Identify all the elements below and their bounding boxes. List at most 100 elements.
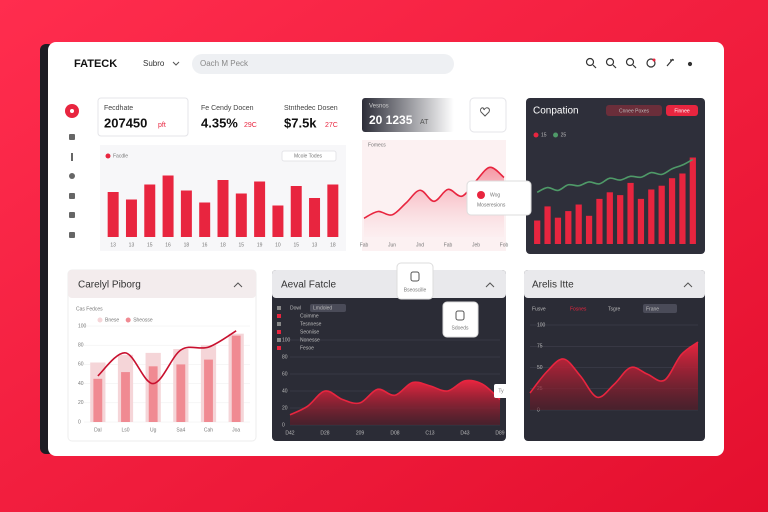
x-tick-label: 16: [165, 242, 171, 248]
x-tick-label: 209: [356, 430, 365, 436]
x-tick-label: 10: [275, 242, 281, 248]
card-icon: [410, 271, 420, 282]
bar: [534, 220, 541, 244]
bar: [668, 178, 676, 244]
menu[interactable]: Subro: [143, 59, 165, 68]
bar: [544, 206, 551, 244]
legend-swatch: [277, 346, 281, 350]
bar: [235, 193, 247, 237]
legend-swatch: [277, 314, 281, 318]
panel-title: Aeval Fatcle: [281, 280, 336, 291]
x-tick-label: Dal: [94, 427, 102, 433]
line: [536, 158, 694, 194]
bar: [290, 186, 302, 237]
tag: [494, 384, 508, 398]
icon-card[interactable]: [469, 97, 507, 133]
bar: [231, 335, 241, 422]
legend-swatch: [277, 306, 281, 310]
x-tick-label: Ls0: [121, 427, 129, 433]
legend-swatch: [277, 322, 281, 326]
button[interactable]: [606, 105, 662, 116]
filter-chip: [281, 150, 337, 162]
card-label: Bseoscille: [404, 287, 427, 293]
panel-title: Carelyl Piborg: [78, 280, 141, 291]
filter-label: Mcole Todes: [294, 153, 322, 159]
x-tick-label: D89: [495, 430, 504, 436]
kpi-value: 20 1235: [369, 113, 413, 127]
heart-icon: [480, 107, 490, 117]
x-tick-label: 15: [239, 242, 245, 248]
button[interactable]: [666, 105, 698, 116]
y-tick-label: 0: [282, 422, 285, 428]
legend-item: Fesoe: [300, 345, 314, 351]
legend-item: Lmdoled: [313, 305, 332, 311]
kpi-label: Stnthedec Dosen: [284, 105, 338, 112]
toolbar-icons[interactable]: [585, 57, 693, 69]
collapse-icon[interactable]: [233, 282, 243, 288]
x-tick-label: Fab: [360, 242, 369, 248]
legend-swatch: [533, 132, 539, 138]
legend-swatch: [553, 132, 559, 138]
tooltip-title: Wog: [490, 192, 500, 198]
collapse-icon[interactable]: [683, 282, 693, 288]
bar: [627, 182, 634, 244]
legend-label: 15: [541, 132, 547, 138]
tab: Frane: [646, 306, 659, 312]
kpi-value: $7.5k: [284, 115, 317, 130]
tab: Fosnes: [570, 306, 587, 312]
bar: [648, 189, 655, 244]
bar: [554, 217, 562, 244]
bar: [180, 190, 192, 237]
legend-item: Nonesse: [300, 337, 320, 343]
y-tick-label: 60: [282, 371, 288, 377]
kpi-unit: pft: [158, 122, 166, 129]
y-tick-label: 0: [78, 419, 81, 425]
legend-item: Tesnnese: [300, 321, 322, 327]
x-tick-label: 13: [129, 242, 135, 248]
sidebar-icons[interactable]: [69, 134, 75, 238]
legend-item: Seoniise: [300, 329, 319, 335]
kpi-unit: 27C: [325, 122, 338, 129]
kpi-value: 4.35%: [201, 115, 238, 130]
bar: [93, 378, 103, 422]
x-tick-label: 13: [110, 242, 116, 248]
search-box[interactable]: [192, 54, 454, 74]
collapse-icon[interactable]: [485, 282, 495, 288]
nav-dot: [70, 109, 74, 113]
y-tick-label: 100: [282, 337, 291, 343]
bar: [637, 198, 645, 244]
logo: FATECK: [74, 58, 117, 70]
x-tick-label: Joa: [232, 427, 240, 433]
line: [97, 330, 237, 385]
kpi-label: Fecdhate: [104, 105, 133, 112]
button-label: Finnee: [674, 108, 690, 114]
bar: [217, 180, 229, 237]
legend-label: 25: [561, 132, 567, 138]
y-tick-label: 50: [537, 365, 543, 371]
x-tick-label: Jnd: [416, 242, 424, 248]
panel-header: [68, 270, 256, 298]
x-tick-label: 15: [147, 242, 153, 248]
legend-item: Coimme: [300, 313, 319, 319]
charts: 13 13 15 16 18 16 18 15 19 10 15 13 18 Facdle Mcole To…: [78, 132, 699, 436]
bar: [327, 184, 339, 237]
y-tick-label: 40: [282, 388, 288, 394]
panel-header: [272, 270, 506, 298]
bar: [176, 364, 186, 422]
x-tick-label: Fab: [444, 242, 453, 248]
x-tick-label: 18: [184, 242, 190, 248]
line: [529, 341, 699, 399]
y-tick-label: 60: [78, 362, 84, 368]
bar: [606, 192, 613, 244]
panel-header: [524, 270, 705, 298]
search-placeholder: Oach M Peck: [200, 59, 249, 68]
x-tick-label: D43: [460, 430, 469, 436]
x-tick-label: 15: [293, 242, 299, 248]
bar: [596, 198, 603, 244]
x-tick-label: 18: [330, 242, 336, 248]
y-tick-label: 100: [78, 323, 87, 329]
x-tick-label: Sa4: [176, 427, 185, 433]
y-tick-label: 80: [78, 343, 84, 349]
